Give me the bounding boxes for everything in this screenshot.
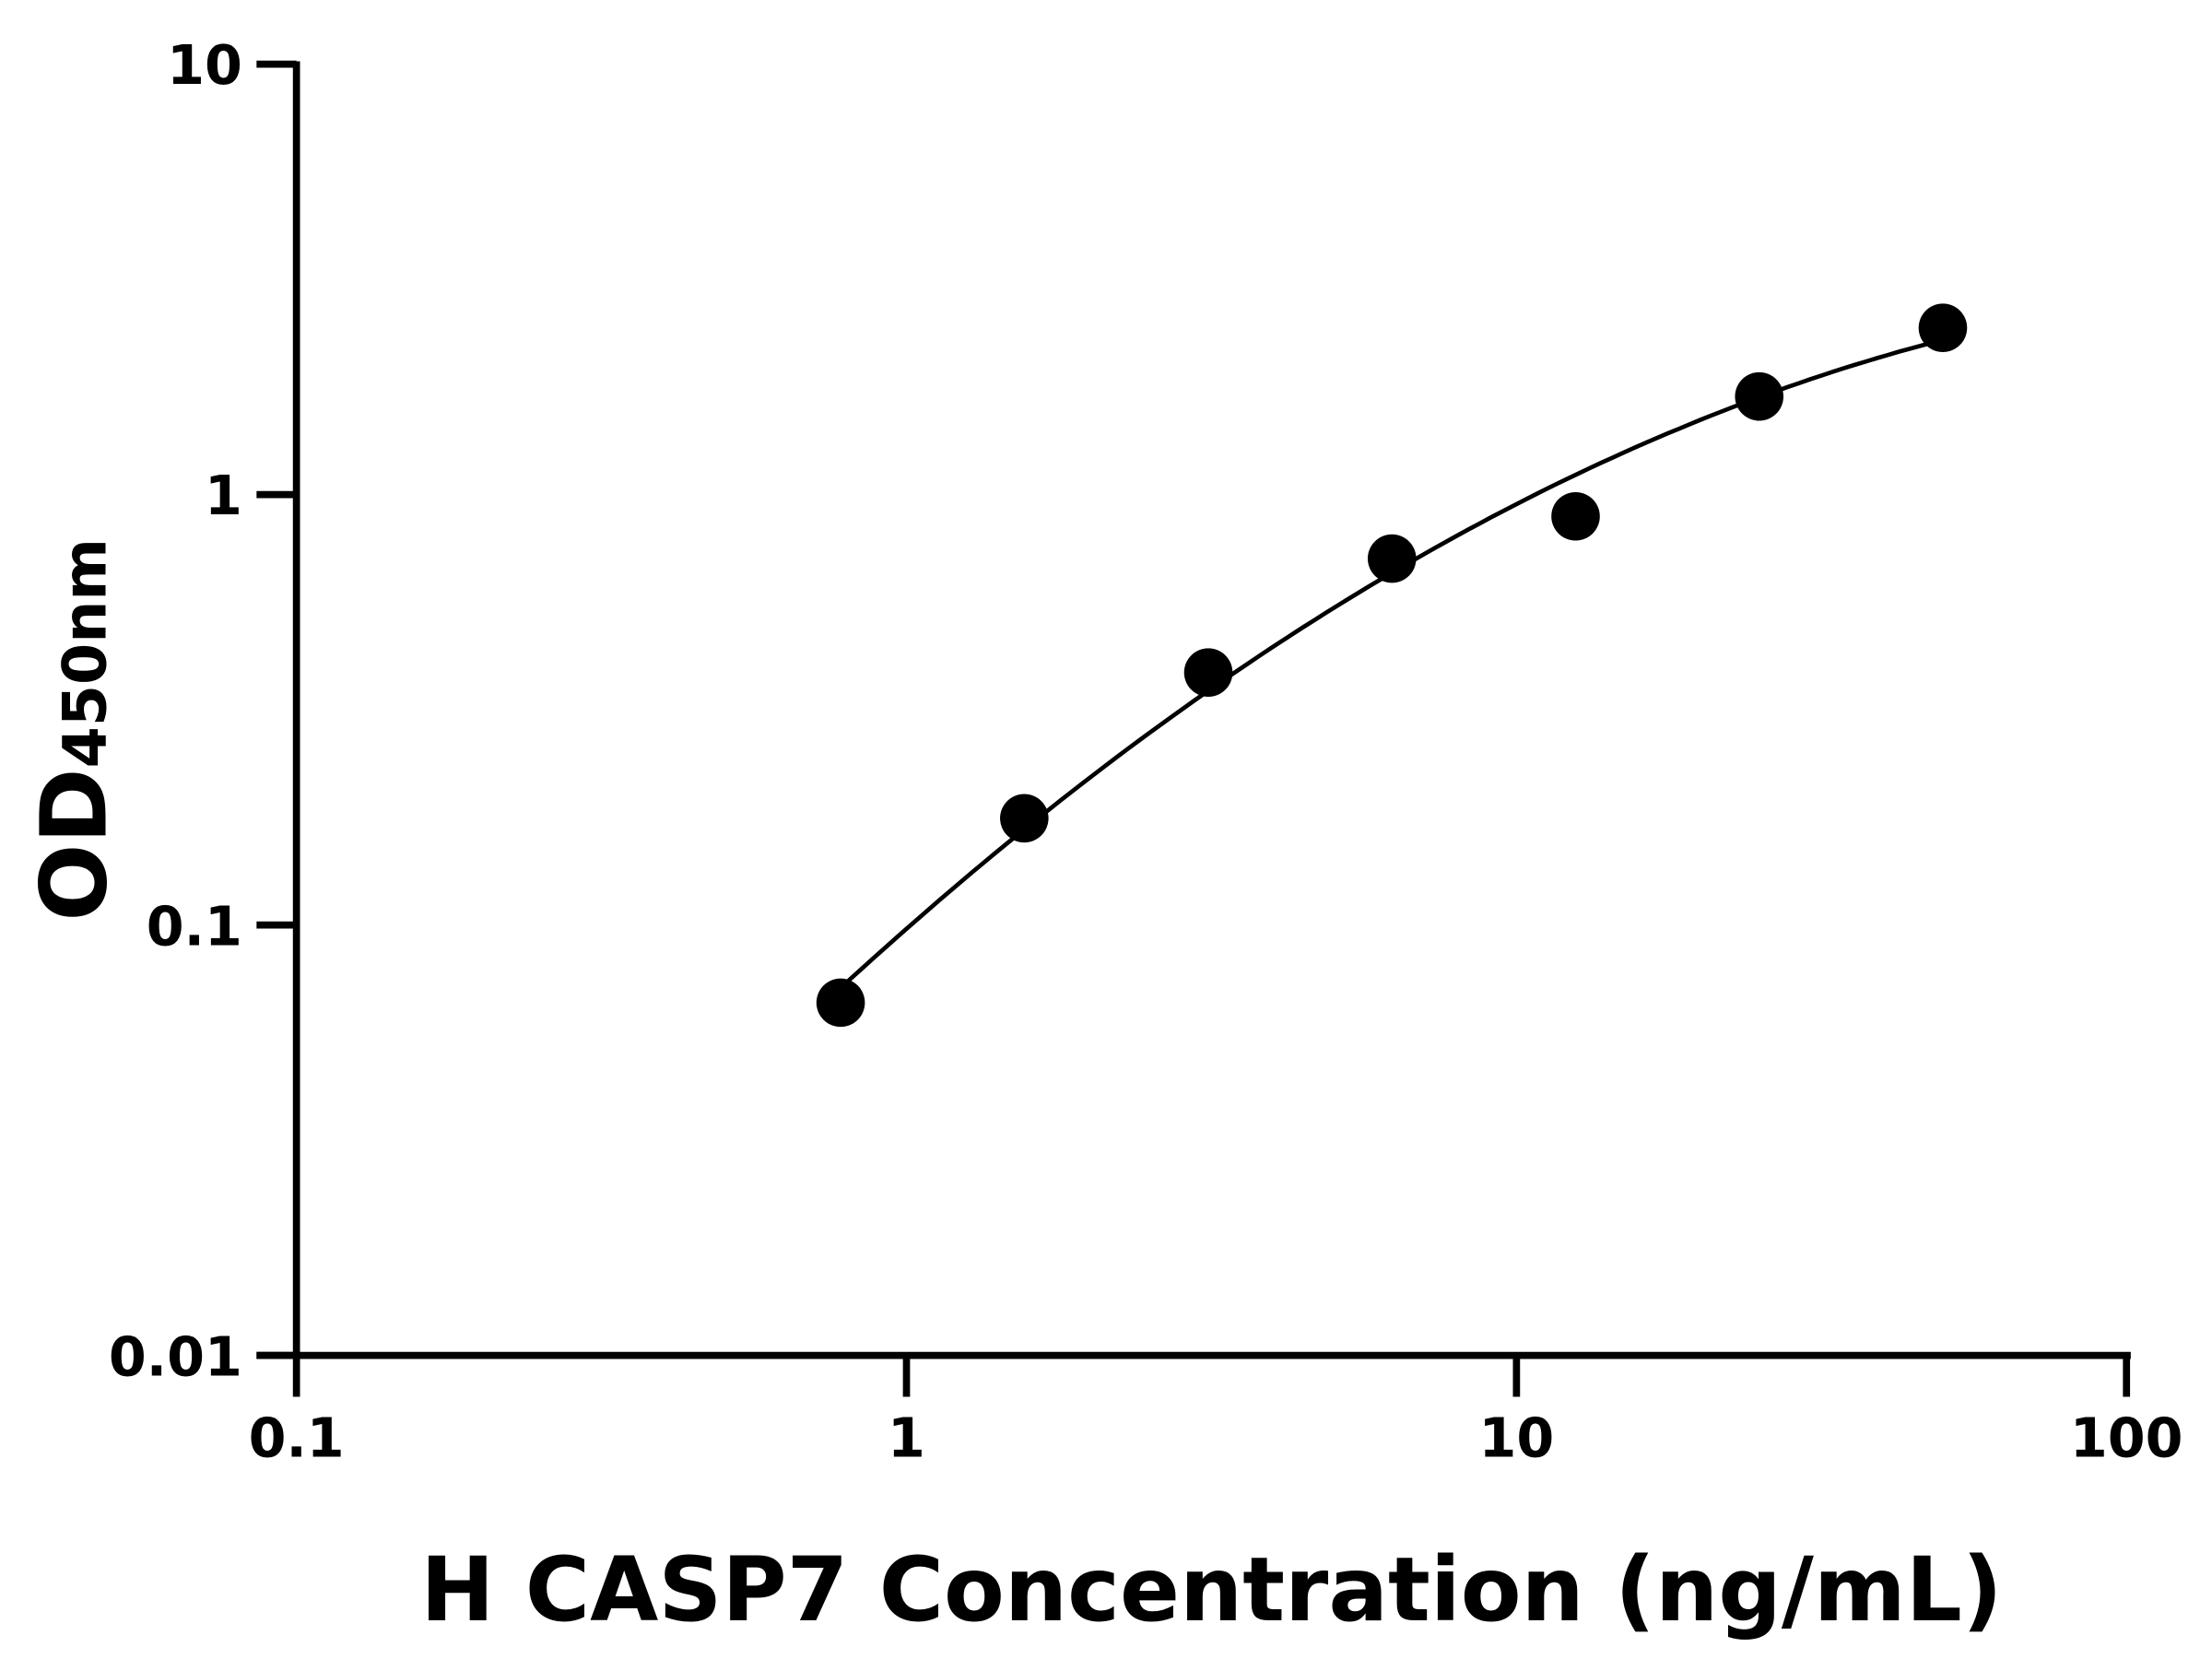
y-axis-label-main: OD <box>21 768 127 921</box>
fit-curve <box>839 337 1944 990</box>
data-point <box>816 978 865 1028</box>
data-point <box>1735 371 1784 421</box>
y-tick-label: 0.1 <box>147 894 242 958</box>
x-tick-label: 10 <box>1478 1406 1554 1469</box>
data-point <box>1918 303 1968 352</box>
data-points <box>816 303 1968 1028</box>
y-tick-label: 0.01 <box>109 1324 242 1388</box>
x-tick-label: 1 <box>888 1406 925 1469</box>
y-tick-label: 1 <box>205 464 242 527</box>
y-axis-label: OD450nm <box>21 538 127 922</box>
data-point <box>1183 648 1233 697</box>
data-point <box>1367 534 1417 583</box>
x-axis-label: H CASP7 Concentration (ng/mL) <box>420 1538 2002 1641</box>
y-tick-label: 10 <box>167 33 242 97</box>
axes <box>256 61 2131 1359</box>
data-point <box>1551 491 1600 541</box>
y-axis-label-subscript: 450nm <box>51 538 120 768</box>
x-tick-label: 100 <box>2070 1406 2183 1469</box>
x-tick-label: 0.1 <box>249 1406 345 1469</box>
data-point <box>1000 794 1049 843</box>
